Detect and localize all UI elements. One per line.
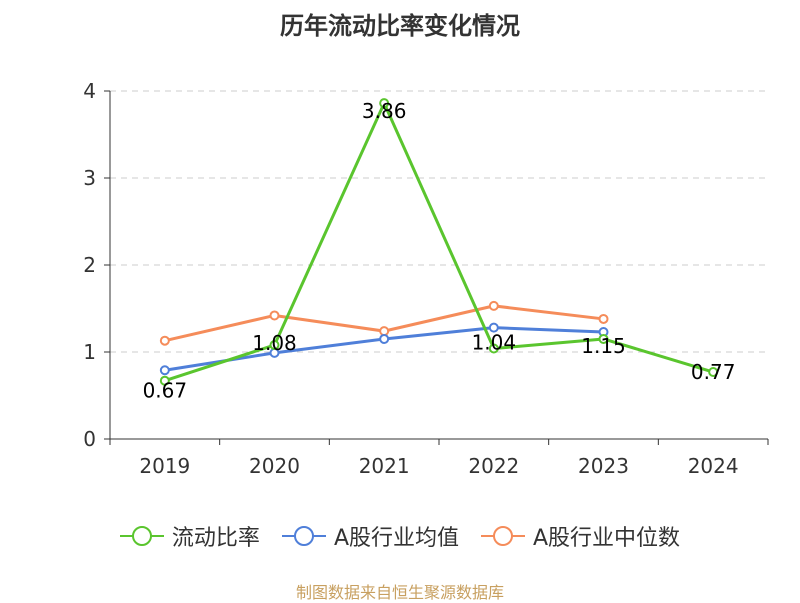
x-tick-label: 2022 xyxy=(468,454,519,478)
legend-label: A股行业中位数 xyxy=(533,526,681,551)
data-label: 1.04 xyxy=(472,331,517,355)
data-label: 3.86 xyxy=(362,99,407,123)
data-point[interactable] xyxy=(159,365,170,376)
x-tick-label: 2020 xyxy=(249,454,300,478)
data-point[interactable] xyxy=(379,326,390,337)
data-point[interactable] xyxy=(488,343,499,354)
data-label: 0.77 xyxy=(691,360,736,384)
series-line-1 xyxy=(164,101,714,383)
data-labels: 0.67 1.08 3.86 1.04 1.15 0.77 xyxy=(143,99,736,403)
data-point[interactable] xyxy=(379,98,390,109)
legend-label: A股行业均值 xyxy=(333,526,459,551)
y-tick-label: 4 xyxy=(83,79,96,103)
source-note: 制图数据来自恒生聚源数据库 xyxy=(295,583,504,602)
data-point[interactable] xyxy=(269,340,280,351)
data-label: 1.15 xyxy=(581,334,626,358)
x-tick-label: 2023 xyxy=(578,454,629,478)
legend-item-series-2[interactable]: A股行业均值 xyxy=(281,520,459,552)
x-tick-label: 2019 xyxy=(139,454,190,478)
data-point[interactable] xyxy=(598,333,609,344)
chart-title: 历年流动比率变化情况 xyxy=(280,12,520,40)
y-tick-label: 1 xyxy=(83,340,96,364)
legend-marker-icon xyxy=(481,526,525,546)
legend-marker-icon xyxy=(281,526,326,546)
y-tick-label: 0 xyxy=(83,427,96,451)
data-point[interactable] xyxy=(379,333,390,344)
legend-item-series-1[interactable]: 流动比率 xyxy=(119,520,260,552)
data-point[interactable] xyxy=(159,335,170,346)
data-point[interactable] xyxy=(598,313,609,324)
x-tick-label: 2024 xyxy=(688,454,739,478)
series-lines xyxy=(159,98,719,386)
data-point[interactable] xyxy=(488,322,499,333)
axes: 0 1 2 3 4 2019 2020 2021 2022 2023 2024 xyxy=(83,79,769,478)
data-point[interactable] xyxy=(708,367,719,378)
y-tick-label: 2 xyxy=(83,253,96,277)
legend: 流动比率 A股行业均值 A股行业中位数 xyxy=(0,520,800,552)
grid-lines xyxy=(110,90,768,353)
data-point[interactable] xyxy=(488,300,499,311)
data-point[interactable] xyxy=(159,375,170,386)
data-label: 0.67 xyxy=(143,379,188,403)
y-tick-label: 3 xyxy=(83,166,96,190)
legend-marker-icon xyxy=(119,526,164,546)
legend-item-series-3[interactable]: A股行业中位数 xyxy=(481,520,680,552)
x-tick-label: 2021 xyxy=(359,454,410,478)
data-label: 1.08 xyxy=(252,331,297,355)
legend-label: 流动比率 xyxy=(171,526,260,551)
data-point[interactable] xyxy=(269,310,280,321)
